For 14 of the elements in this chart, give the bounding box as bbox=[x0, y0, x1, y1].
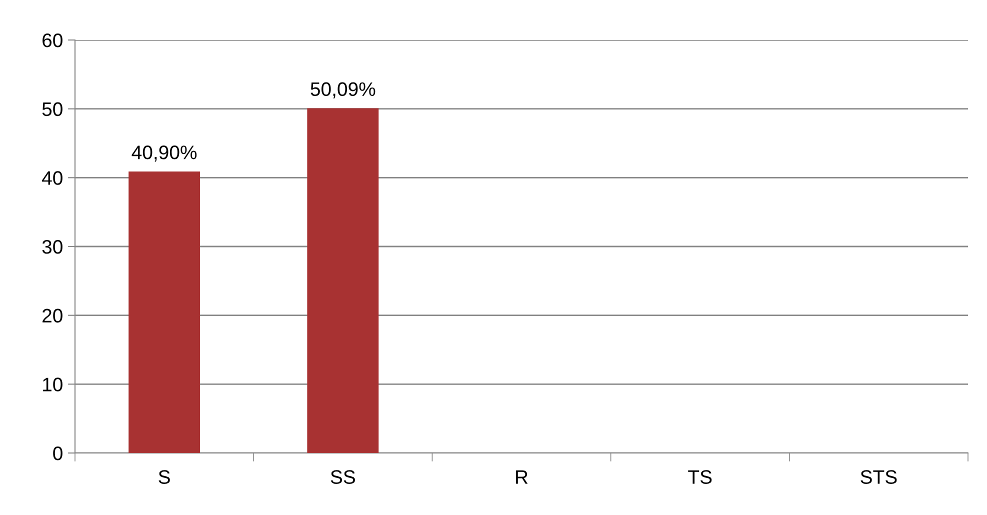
x-tick-label: STS bbox=[860, 470, 897, 484]
y-tick-label: 60 bbox=[42, 33, 62, 48]
x-tick-label: R bbox=[516, 470, 528, 484]
data-label: 50,09% bbox=[310, 82, 376, 98]
y-tick-label: 20 bbox=[42, 308, 62, 323]
data-label: 40,90% bbox=[132, 146, 197, 162]
x-tick-label: SS bbox=[330, 470, 355, 484]
y-tick-label: 0 bbox=[53, 446, 62, 460]
y-tick-label: 50 bbox=[42, 102, 62, 116]
x-tick-label: TS bbox=[688, 470, 712, 484]
x-tick-label: S bbox=[158, 470, 170, 484]
y-tick-label: 30 bbox=[42, 240, 62, 254]
y-tick-label: 40 bbox=[42, 171, 62, 185]
y-tick-label: 10 bbox=[43, 378, 62, 392]
